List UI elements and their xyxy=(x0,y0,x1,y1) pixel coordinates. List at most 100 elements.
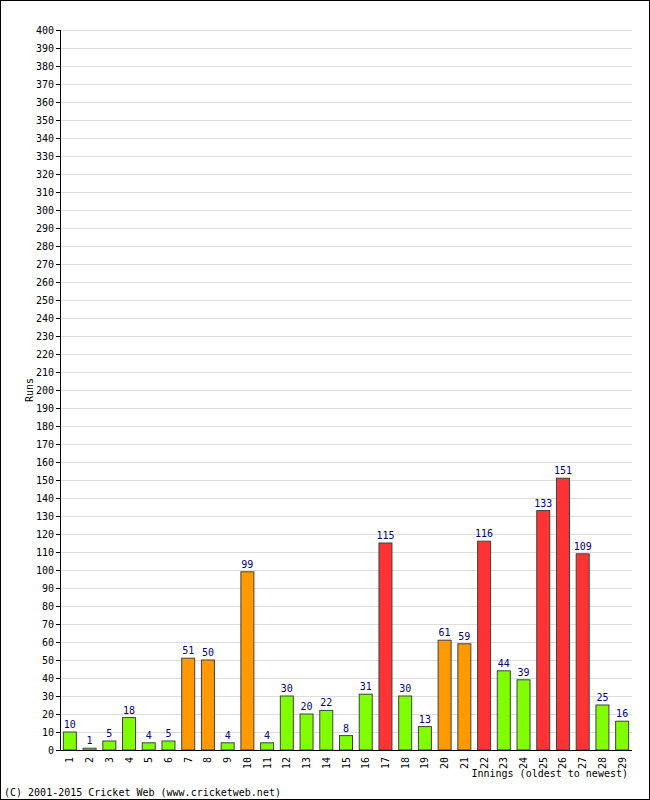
data-label: 44 xyxy=(498,658,510,669)
bar xyxy=(63,732,76,750)
y-tick xyxy=(56,102,60,103)
y-tick-label: 320 xyxy=(36,169,54,180)
x-tick-label: 17 xyxy=(380,757,391,769)
y-tick-label: 10 xyxy=(42,727,54,738)
y-tick xyxy=(56,336,60,337)
grid-line xyxy=(60,246,632,247)
data-label: 16 xyxy=(616,708,628,719)
bar xyxy=(123,718,136,750)
data-label: 20 xyxy=(301,701,313,712)
y-tick xyxy=(56,732,60,733)
data-label: 1 xyxy=(87,735,93,746)
bar xyxy=(83,748,96,750)
x-tick-label: 20 xyxy=(439,757,450,769)
bar xyxy=(103,741,116,750)
x-axis xyxy=(60,750,632,751)
data-label: 99 xyxy=(241,559,253,570)
bar xyxy=(280,696,293,750)
y-tick xyxy=(56,354,60,355)
x-tick-label: 19 xyxy=(419,757,430,769)
y-tick xyxy=(56,264,60,265)
y-tick-label: 130 xyxy=(36,511,54,522)
grid-line xyxy=(60,30,632,31)
y-tick-label: 310 xyxy=(36,187,54,198)
data-label: 18 xyxy=(123,705,135,716)
y-tick xyxy=(56,534,60,535)
grid-line xyxy=(60,318,632,319)
y-tick-label: 180 xyxy=(36,421,54,432)
bar xyxy=(201,660,214,750)
bar xyxy=(556,478,569,750)
grid-line xyxy=(60,426,632,427)
y-tick-label: 370 xyxy=(36,79,54,90)
y-tick-label: 240 xyxy=(36,313,54,324)
x-tick-label: 18 xyxy=(400,757,411,769)
y-tick-label: 40 xyxy=(42,673,54,684)
bar xyxy=(399,696,412,750)
grid-line xyxy=(60,354,632,355)
y-tick xyxy=(56,228,60,229)
y-tick-label: 110 xyxy=(36,547,54,558)
y-tick-label: 250 xyxy=(36,295,54,306)
x-tick-label: 6 xyxy=(163,757,174,763)
y-tick xyxy=(56,588,60,589)
bar xyxy=(616,721,629,750)
grid-line xyxy=(60,444,632,445)
bar xyxy=(379,543,392,750)
data-label: 5 xyxy=(165,728,171,739)
bar xyxy=(300,714,313,750)
y-tick xyxy=(56,660,60,661)
grid-line xyxy=(60,192,632,193)
y-tick xyxy=(56,714,60,715)
x-tick-label: 15 xyxy=(341,757,352,769)
x-tick-label: 8 xyxy=(202,757,213,763)
y-tick-label: 360 xyxy=(36,97,54,108)
bar xyxy=(438,640,451,750)
x-tick-label: 2 xyxy=(84,757,95,763)
y-tick xyxy=(56,642,60,643)
x-tick-label: 21 xyxy=(459,757,470,769)
x-tick-label: 10 xyxy=(242,757,253,769)
grid-line xyxy=(60,66,632,67)
y-tick-label: 380 xyxy=(36,61,54,72)
y-tick xyxy=(56,156,60,157)
y-tick xyxy=(56,390,60,391)
y-tick-label: 160 xyxy=(36,457,54,468)
grid-line xyxy=(60,84,632,85)
y-tick xyxy=(56,30,60,31)
y-tick-label: 60 xyxy=(42,637,54,648)
y-tick-label: 230 xyxy=(36,331,54,342)
y-tick-label: 200 xyxy=(36,385,54,396)
annotation: (C) 2001-2015 Cricket Web (www.cricketwe… xyxy=(4,787,281,798)
data-label: 30 xyxy=(281,683,293,694)
y-tick xyxy=(56,696,60,697)
x-tick-label: 16 xyxy=(360,757,371,769)
y-tick xyxy=(56,246,60,247)
bar xyxy=(458,644,471,750)
x-tick-label: 3 xyxy=(104,757,115,763)
y-tick xyxy=(56,498,60,499)
y-tick-label: 210 xyxy=(36,367,54,378)
x-tick-label: 1 xyxy=(64,757,75,763)
y-tick-label: 100 xyxy=(36,565,54,576)
y-tick xyxy=(56,426,60,427)
grid-line xyxy=(60,228,632,229)
y-tick-label: 220 xyxy=(36,349,54,360)
y-tick xyxy=(56,570,60,571)
data-label: 30 xyxy=(399,683,411,694)
data-label: 4 xyxy=(225,730,231,741)
grid-line xyxy=(60,102,632,103)
data-label: 115 xyxy=(376,530,394,541)
data-label: 51 xyxy=(182,645,194,656)
grid-line xyxy=(60,390,632,391)
grid-line xyxy=(60,750,632,751)
data-label: 22 xyxy=(320,697,332,708)
y-tick-label: 390 xyxy=(36,43,54,54)
x-tick-label: 5 xyxy=(143,757,154,763)
x-tick-label: 9 xyxy=(222,757,233,763)
y-tick xyxy=(56,120,60,121)
y-tick xyxy=(56,462,60,463)
y-axis xyxy=(60,30,61,750)
data-label: 50 xyxy=(202,647,214,658)
y-tick xyxy=(56,606,60,607)
